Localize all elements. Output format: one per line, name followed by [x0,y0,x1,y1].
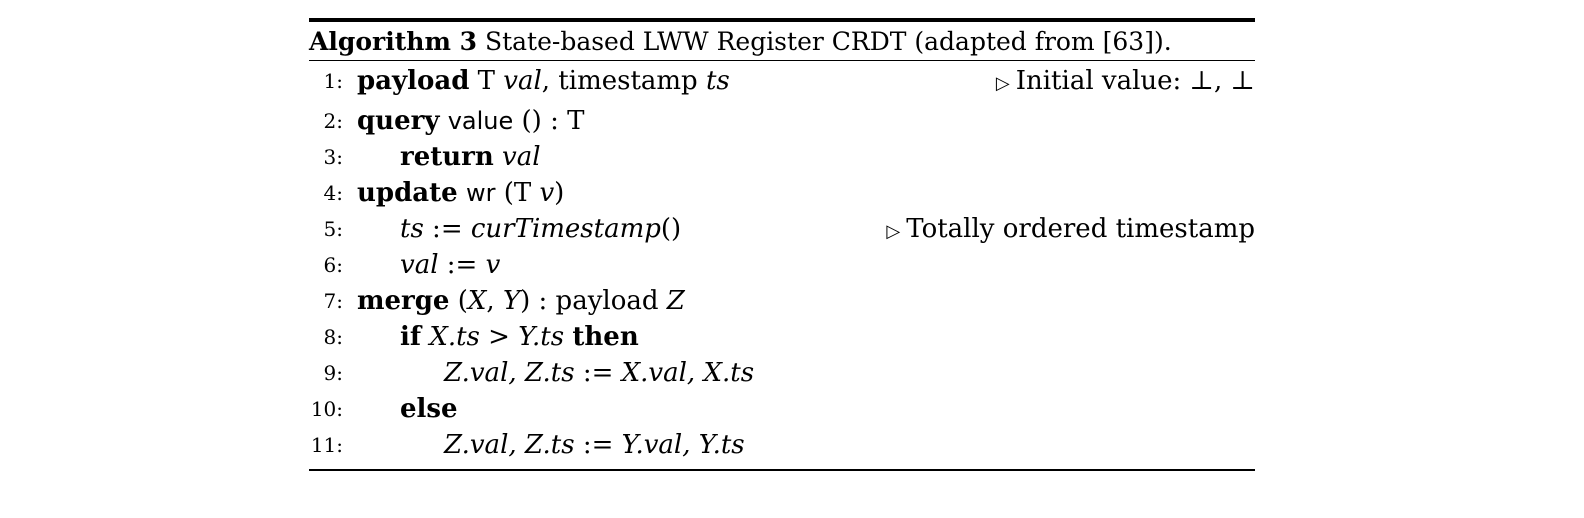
algorithm-line: 7: merge (X, Y) : payload Z [309,283,1255,319]
comment-triangle-icon: ▷ [886,221,901,242]
keyword-token: merge [357,286,450,316]
code-token: Y.val, Y.ts [621,430,745,460]
caption-rule [309,60,1255,61]
line-number: 6: [323,253,343,277]
code-token: X [467,286,487,316]
algorithm-line: 5: ts := curTimestamp() ▷ Totally ordered t… [309,211,1255,247]
code-token [494,142,502,172]
line-code: ts := curTimestamp() [400,211,681,247]
code-token [458,178,466,208]
keyword-token: if [400,322,422,352]
code-token: (T [495,178,540,208]
algorithm-line: 4: update wr (T v) [309,175,1255,211]
keyword-token: payload [357,66,470,96]
algorithm-line: 1: payload T val, timestamp ts ▷ Initial va… [309,63,1255,103]
code-token: value [447,107,514,135]
algorithm-line: 11: Z.val, Z.ts := Y.val, Y.ts [309,427,1255,463]
algorithm-line: 8: if X.ts > Y.ts then [309,319,1255,355]
line-number: 8: [323,325,343,349]
code-token: ) [554,178,565,208]
code-token: () [660,214,682,244]
keyword-token: update [357,178,458,208]
code-token: ( [449,286,468,316]
algorithm-line: 3: return val [309,139,1255,175]
line-code: payload T val, timestamp ts [357,63,730,99]
code-token: , timestamp [541,66,706,96]
line-number: 1: [323,69,343,93]
code-token: X.val, X.ts [621,358,755,388]
comment-text: Initial value: ⊥, ⊥ [1015,66,1255,96]
line-code: update wr (T v) [357,175,564,211]
code-token: val [502,142,541,172]
algorithm-caption: Algorithm 3 State-based LWW Register CRD… [309,22,1255,60]
line-number: 9: [323,361,343,385]
code-token: () : T [513,106,585,136]
keyword-token: return [400,142,494,172]
keyword-token: else [400,394,458,424]
code-token: := [423,214,471,244]
code-token [439,106,447,136]
line-comment: ▷ Initial value: ⊥, ⊥ [996,63,1255,102]
line-number: 5: [323,217,343,241]
line-number: 4: [323,181,343,205]
keyword-token: then [572,322,639,352]
line-code: if X.ts > Y.ts then [400,319,639,355]
code-token: curTimestamp [470,214,661,244]
code-token: Y.ts [518,322,565,352]
line-number: 2: [323,109,343,133]
code-token: val [503,66,542,96]
code-token: val [400,250,439,280]
algorithm-line: 10: else [309,391,1255,427]
code-token: := [438,250,486,280]
bottom-rule [309,469,1255,471]
code-token: , [486,286,503,316]
algorithm-line: 6: val := v [309,247,1255,283]
code-token: Z [666,286,685,316]
line-code: Z.val, Z.ts := X.val, X.ts [444,355,754,391]
code-token: wr [465,179,496,207]
code-token: T [469,66,504,96]
code-token: Z.val, Z.ts [444,430,575,460]
line-code: query value () : T [357,103,584,139]
code-token: ts [705,66,730,96]
code-token: ) : payload [520,286,667,316]
algorithm-block: Algorithm 3 State-based LWW Register CRD… [309,18,1255,471]
caption-text: State-based LWW Register CRDT (adapted f… [484,27,1172,56]
line-code: else [400,391,458,427]
code-token: ts [400,214,424,244]
code-token: := [574,358,622,388]
line-code: val := v [400,247,500,283]
code-token: := [574,430,622,460]
comment-triangle-icon: ▷ [995,73,1010,94]
code-token: X.ts [429,322,480,352]
line-number: 3: [323,145,343,169]
line-number: 11: [310,433,343,457]
line-code: merge (X, Y) : payload Z [357,283,685,319]
code-token: > [479,322,519,352]
line-code: return val [400,139,541,175]
algorithm-line: 9: Z.val, Z.ts := X.val, X.ts [309,355,1255,391]
code-token: Y [502,286,521,316]
code-token: v [485,250,501,280]
keyword-token: query [357,106,440,136]
code-token: Z.val, Z.ts [444,358,575,388]
line-number: 7: [323,289,343,313]
line-code: Z.val, Z.ts := Y.val, Y.ts [444,427,745,463]
algorithm-line: 2: query value () : T [309,103,1255,139]
line-comment: ▷ Totally ordered timestamp [886,211,1255,250]
comment-text: Totally ordered timestamp [906,214,1255,244]
code-token: v [539,178,555,208]
line-number: 10: [310,397,343,421]
caption-label: Algorithm 3 [309,27,477,56]
top-rule [309,18,1255,22]
algorithm-lines: 1: payload T val, timestamp ts ▷ Initial va… [309,61,1255,463]
